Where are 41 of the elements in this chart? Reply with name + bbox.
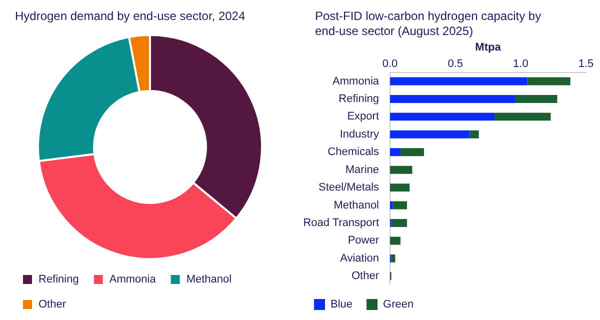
y-tick-label: Export bbox=[347, 110, 380, 123]
y-tick-label: Ammonia bbox=[332, 75, 380, 88]
bar bbox=[390, 94, 516, 103]
legend-label: Refining bbox=[38, 274, 79, 286]
bar bbox=[391, 219, 408, 227]
y-tick-label: Methanol bbox=[334, 199, 380, 212]
bar bbox=[494, 112, 551, 121]
legend-label: Green bbox=[383, 298, 414, 311]
y-tick-label: Industry bbox=[340, 128, 380, 140]
bar bbox=[392, 201, 408, 210]
bar bbox=[390, 184, 410, 192]
legend-label: Methanol bbox=[186, 274, 232, 286]
y-tick-label: Marine bbox=[345, 164, 380, 176]
chart-title: Hydrogen demand by end-use sector, 2024 bbox=[15, 9, 246, 24]
x-tick-label: 1.0 bbox=[513, 58, 528, 70]
bar bbox=[390, 130, 470, 138]
bar bbox=[470, 130, 479, 138]
y-tick-label: Refining bbox=[338, 93, 380, 106]
x-tick-label: 0.0 bbox=[382, 58, 398, 70]
bar bbox=[515, 94, 558, 103]
bar bbox=[390, 236, 400, 245]
y-tick-label: Aviation bbox=[340, 252, 380, 264]
bar bbox=[390, 77, 528, 86]
x-axis-title: Mtpa bbox=[475, 42, 502, 54]
bar bbox=[390, 148, 400, 156]
bar bbox=[527, 77, 570, 86]
legend-label: Ammonia bbox=[109, 274, 157, 286]
x-tick-label: 0.5 bbox=[448, 58, 463, 70]
bar bbox=[390, 112, 495, 121]
legend-label: Blue bbox=[330, 298, 353, 311]
legend-label: Other bbox=[38, 298, 66, 311]
bar bbox=[390, 166, 412, 174]
y-tick-label: Road Transport bbox=[303, 217, 380, 230]
x-tick-label: 1.5 bbox=[578, 58, 594, 70]
y-tick-label: Steel/Metals bbox=[318, 182, 380, 194]
chart-title: Post-FID low-carbon hydrogen capacity by end-use sector (August 2025) bbox=[315, 9, 542, 39]
y-tick-label: Chemicals bbox=[328, 146, 380, 158]
y-tick-label: Other bbox=[352, 270, 380, 282]
y-tick-label: Power bbox=[348, 234, 380, 247]
bar bbox=[400, 148, 424, 156]
bar bbox=[391, 254, 396, 262]
